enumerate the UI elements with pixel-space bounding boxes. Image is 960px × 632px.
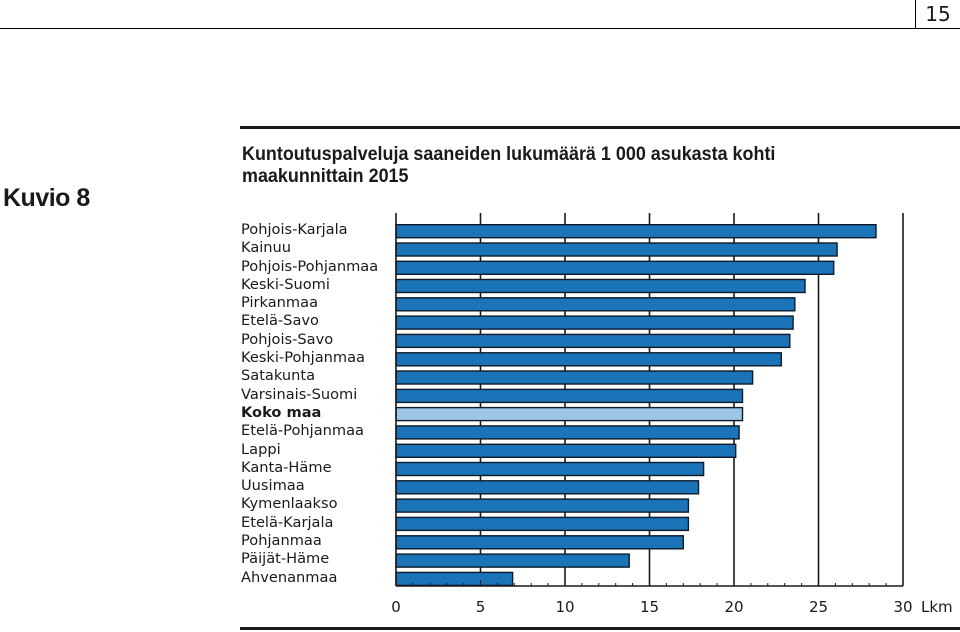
page-number: 15 [915,0,960,28]
x-tick-label: 20 [724,598,743,616]
bar-pirkanmaa [395,297,796,312]
bar-koko-maa [395,406,744,422]
category-label: Etelä-Karjala [241,513,334,531]
category-label: Pohjois-Savo [241,330,334,348]
bar-keski-suomi [395,278,806,294]
chart-bottom-rule [240,627,960,630]
bar-pohjois-karjala [395,223,877,239]
bar-pohjois-pohjanmaa [395,260,835,275]
bar-uusimaa [395,480,700,495]
x-axis-unit-label: Lkm [921,598,953,616]
x-tick-label: 5 [476,598,486,616]
bar-ahvenanmaa [395,571,514,587]
figure-label: Kuvio 8 [3,184,90,212]
bar-varsinais-suomi [395,388,744,404]
category-label: Koko maa [241,403,322,421]
category-label: Kymenlaakso [241,495,338,513]
x-tick-label: 15 [640,598,659,616]
category-label: Kanta-Häme [241,458,332,476]
bar-lappi [395,443,737,458]
chart-title: Kuntoutuspalveluja saaneiden lukumäärä 1… [242,143,776,187]
header-rule [0,28,960,29]
bar-etelä-karjala [395,516,690,532]
bar-etelä-pohjanmaa [395,425,740,440]
x-tick-label: 25 [809,598,828,616]
bar-kanta-häme [395,461,705,477]
category-label: Pohjanmaa [241,532,322,550]
category-label: Keski-Suomi [241,275,330,293]
bar-päijät-häme [395,553,630,568]
category-label: Etelä-Pohjanmaa [241,422,364,440]
x-tick-label: 0 [391,598,401,616]
category-label: Satakunta [241,367,316,385]
bar-etelä-savo [395,315,794,330]
bar-kymenlaakso [395,498,690,513]
chart-top-rule [240,126,960,129]
category-label: Päijät-Häme [241,550,330,568]
bar-keski-pohjanmaa [395,352,782,367]
category-label: Ahvenanmaa [241,568,338,586]
bar-pohjois-savo [395,333,791,349]
category-label: Etelä-Savo [241,312,319,330]
category-label: Kainuu [241,239,292,257]
category-label: Lappi [241,440,281,458]
bar-satakunta [395,370,754,385]
category-label: Uusimaa [241,477,305,495]
category-label: Varsinais-Suomi [241,385,358,403]
category-label: Keski-Pohjanmaa [241,349,366,367]
x-tick-label: 10 [555,598,574,616]
bar-kainuu [395,242,838,257]
category-label: Pohjois-Pohjanmaa [241,257,379,275]
category-labels: Pohjois-Karjala Kainuu Pohjois-Pohjanmaa Ke… [241,221,401,587]
category-label: Pohjois-Karjala [241,221,348,238]
x-tick-label: 30 [893,598,912,616]
category-label: Pirkanmaa [241,294,319,312]
bar-pohjanmaa [395,535,684,550]
